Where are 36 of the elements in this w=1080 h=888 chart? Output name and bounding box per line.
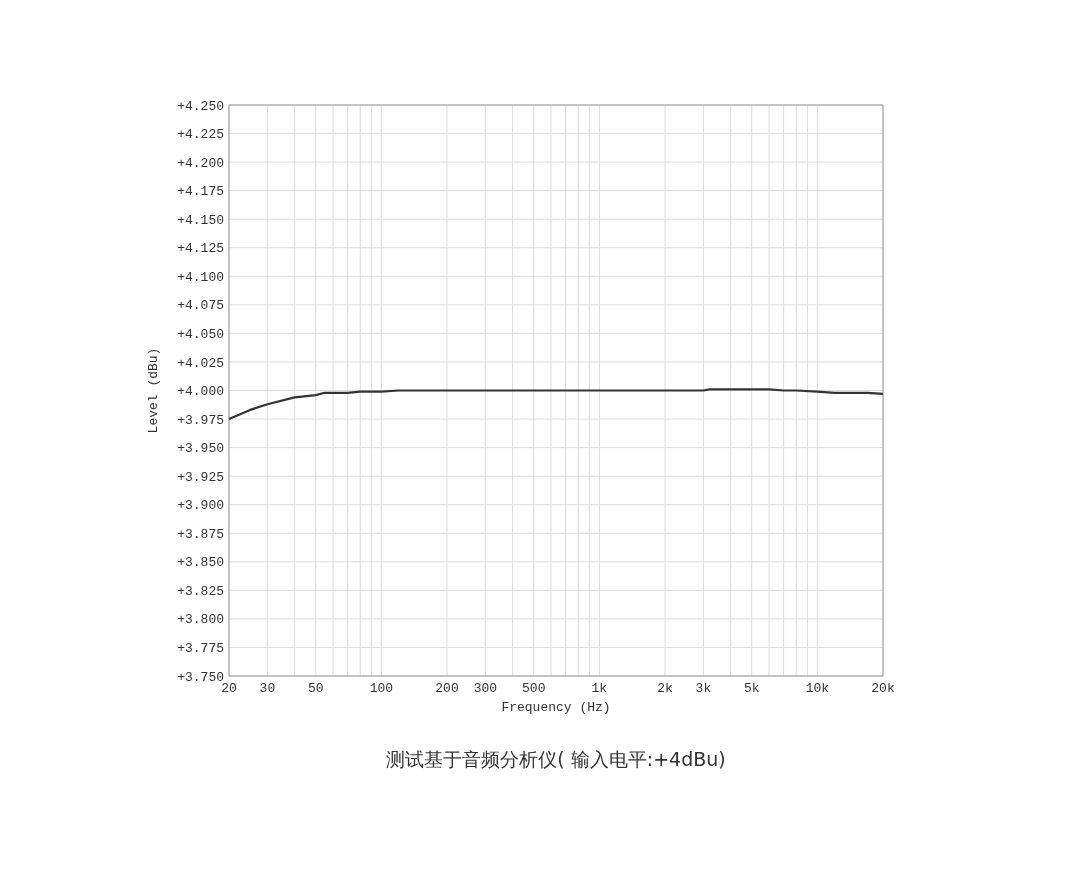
- y-tick-label: +3.950: [177, 441, 224, 457]
- y-tick-label: +4.250: [177, 98, 224, 114]
- y-tick-label: +3.900: [177, 498, 224, 514]
- y-tick-label: +4.050: [177, 326, 224, 342]
- x-tick-label: 50: [307, 681, 324, 696]
- x-axis-title: Frequency (Hz): [501, 700, 611, 715]
- x-tick-label: 100: [369, 681, 394, 696]
- y-tick-label: +3.975: [177, 412, 224, 428]
- x-tick-label: 500: [522, 681, 546, 696]
- y-tick-label: +3.925: [177, 469, 224, 485]
- y-tick-label: +4.200: [177, 155, 224, 171]
- y-tick-label: +4.000: [177, 384, 224, 400]
- x-tick-label: 20: [221, 681, 237, 696]
- y-tick-label: +4.150: [177, 212, 224, 228]
- text: 测试基于音频分析仪( 输入电平:+4dBu): [386, 748, 726, 770]
- y-tick-label: +4.075: [177, 298, 224, 314]
- y-tick-label: +3.825: [177, 583, 224, 599]
- y-tick-label: +4.175: [177, 184, 224, 200]
- x-tick-label: 20k: [871, 681, 895, 696]
- x-tick-label: 2k: [657, 681, 673, 696]
- y-tick-label: +3.875: [177, 526, 224, 542]
- y-tick-label: +3.800: [177, 612, 224, 628]
- x-tick-label: 3k: [695, 681, 712, 696]
- x-tick-label: 1k: [591, 681, 608, 696]
- y-tick-label: +3.850: [177, 555, 224, 571]
- y-tick-label: +3.775: [177, 641, 224, 656]
- y-axis-title: Level (dBu): [146, 347, 161, 434]
- y-tick-label: +4.025: [177, 355, 224, 371]
- x-tick-label: 200: [435, 681, 459, 696]
- x-tick-label: 10k: [805, 681, 830, 696]
- y-tick-label: +4.100: [177, 269, 224, 285]
- x-tick-label: 300: [473, 681, 498, 696]
- x-tick-label: 30: [259, 681, 276, 696]
- y-tick-label: +4.225: [177, 127, 224, 143]
- y-tick-label: +4.125: [177, 241, 224, 257]
- x-tick-label: 5k: [743, 681, 760, 696]
